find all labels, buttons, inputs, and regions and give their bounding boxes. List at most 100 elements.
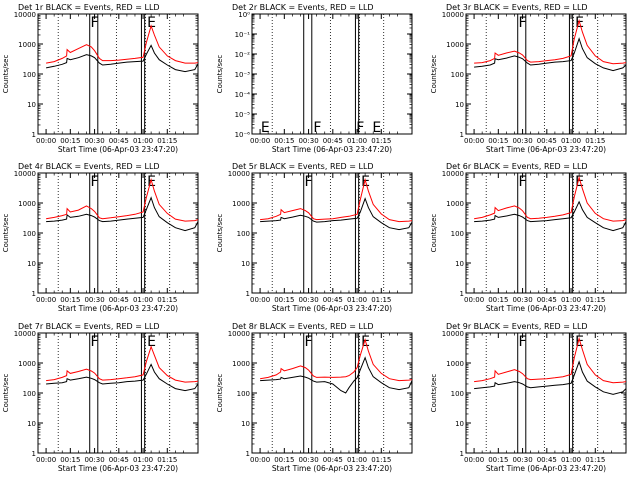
y-axis-label: Counts/sec xyxy=(216,55,224,94)
y-tick-label: 10 xyxy=(455,260,464,268)
y-axis-label: Counts/sec xyxy=(2,214,10,253)
plot-frame xyxy=(465,13,627,135)
x-tick-label: 00:30 xyxy=(512,137,532,145)
y-tick-label: 1 xyxy=(32,131,36,139)
events-series-line xyxy=(46,44,199,73)
y-tick-label: 1000 xyxy=(446,41,464,49)
y-tick-label: 10 xyxy=(455,420,464,428)
y-tick-label: 10000 xyxy=(442,330,464,338)
x-tick-label: 00:15 xyxy=(274,456,294,464)
x-tick-label: 00:30 xyxy=(298,296,318,304)
interval-marker: F xyxy=(91,174,99,190)
panel-title: Det 9r BLACK = Events, RED = LLD xyxy=(446,322,588,331)
x-tick-label: 00:45 xyxy=(109,296,129,304)
x-tick-label: 00:15 xyxy=(274,296,294,304)
lld-series-line xyxy=(474,175,627,222)
x-tick-label: 00:30 xyxy=(298,137,318,145)
plot-frame xyxy=(37,172,199,294)
y-tick-label: 100 xyxy=(451,390,464,398)
y-tick-label: 10000 xyxy=(228,170,250,178)
interval-marker: F xyxy=(305,174,313,190)
events-series-line xyxy=(260,197,413,231)
x-tick-label: 00:45 xyxy=(323,456,343,464)
y-tick-label: 1 xyxy=(460,131,464,139)
y-tick-label: 10 xyxy=(455,101,464,109)
x-tick-label: 00:00 xyxy=(464,456,484,464)
panel-title: Det 6r BLACK = Events, RED = LLD xyxy=(446,162,588,171)
interval-marker: F xyxy=(356,120,364,136)
y-tick-label: 1 xyxy=(246,290,250,298)
y-tick-label: 10000 xyxy=(14,11,36,19)
x-tick-label: 01:00 xyxy=(133,456,153,464)
interval-marker: E xyxy=(147,15,156,31)
panel-title: Det 3r BLACK = Events, RED = LLD xyxy=(446,3,588,12)
y-tick-label: 100 xyxy=(237,230,250,238)
x-axis-label: Start Time (06-Apr-03 23:47:20) xyxy=(272,145,392,154)
y-tick-label: 10 xyxy=(27,260,36,268)
y-tick-label: 10⁻⁵ xyxy=(235,111,251,119)
x-axis-label: Start Time (06-Apr-03 23:47:20) xyxy=(58,145,178,154)
x-tick-label: 00:00 xyxy=(250,137,270,145)
y-tick-label: 100 xyxy=(23,230,36,238)
x-tick-label: 01:15 xyxy=(371,456,391,464)
lld-series-line xyxy=(474,336,627,384)
x-axis-label: Start Time (06-Apr-03 23:47:20) xyxy=(272,304,392,313)
x-tick-label: 00:15 xyxy=(60,296,80,304)
detector-panel: Det 6r BLACK = Events, RED = LLD 1 10 100 10… xyxy=(430,162,627,313)
y-tick-label: 10000 xyxy=(14,170,36,178)
y-tick-label: 10⁻⁴ xyxy=(235,91,251,99)
x-tick-label: 00:45 xyxy=(109,137,129,145)
events-series-line xyxy=(46,196,199,232)
plot-frame xyxy=(465,172,627,294)
y-tick-label: 10⁻² xyxy=(235,51,251,59)
x-tick-label: 00:00 xyxy=(36,456,56,464)
events-series-line xyxy=(474,360,627,395)
panel-title: Det 1r BLACK = Events, RED = LLD xyxy=(18,3,160,12)
detector-panel: Det 2r BLACK = Events, RED = LLD 10⁻⁶ 10⁻⁵… xyxy=(216,3,413,154)
y-tick-label: 10⁻³ xyxy=(235,71,251,79)
x-tick-label: 01:00 xyxy=(347,296,367,304)
lld-series-line xyxy=(46,345,199,383)
plot-frame xyxy=(37,332,199,454)
x-axis-label: Start Time (06-Apr-03 23:47:20) xyxy=(272,464,392,473)
y-tick-label: 10⁻⁶ xyxy=(235,131,251,139)
detector-panel: Det 4r BLACK = Events, RED = LLD 1 10 100 10… xyxy=(2,162,199,313)
x-tick-label: 00:45 xyxy=(537,137,557,145)
x-tick-label: 01:15 xyxy=(157,137,177,145)
x-axis-label: Start Time (06-Apr-03 23:47:20) xyxy=(58,304,178,313)
y-tick-label: 10000 xyxy=(442,11,464,19)
y-tick-label: 1000 xyxy=(18,360,36,368)
x-tick-label: 00:45 xyxy=(537,456,557,464)
x-tick-label: 01:00 xyxy=(561,296,581,304)
x-tick-label: 00:15 xyxy=(60,456,80,464)
interval-marker: F xyxy=(519,334,527,350)
y-tick-label: 100 xyxy=(23,71,36,79)
x-tick-label: 00:00 xyxy=(36,296,56,304)
y-tick-label: 1000 xyxy=(446,200,464,208)
y-tick-label: 1000 xyxy=(232,200,250,208)
x-tick-label: 00:30 xyxy=(298,456,318,464)
x-tick-label: 00:15 xyxy=(488,137,508,145)
y-tick-label: 1000 xyxy=(232,360,250,368)
y-tick-label: 10000 xyxy=(228,330,250,338)
lld-series-line xyxy=(46,24,199,64)
interval-marker: F xyxy=(91,334,99,350)
detector-panel: Det 7r BLACK = Events, RED = LLD 1 10 100 10… xyxy=(2,322,199,473)
x-tick-label: 01:15 xyxy=(371,296,391,304)
interval-marker: E xyxy=(261,120,270,136)
x-tick-label: 00:00 xyxy=(36,137,56,145)
x-tick-label: 00:15 xyxy=(60,137,80,145)
plot-frame xyxy=(251,332,413,454)
y-axis-label: Counts/sec xyxy=(2,374,10,413)
x-tick-label: 01:00 xyxy=(347,456,367,464)
plot-frame xyxy=(251,13,413,135)
y-tick-label: 100 xyxy=(451,230,464,238)
panel-title: Det 7r BLACK = Events, RED = LLD xyxy=(18,322,160,331)
panel-title: Det 2r BLACK = Events, RED = LLD xyxy=(232,3,374,12)
interval-marker: F xyxy=(519,174,527,190)
detector-panel: Det 1r BLACK = Events, RED = LLD 1 10 100 10… xyxy=(2,3,199,154)
x-tick-label: 01:15 xyxy=(585,296,605,304)
x-axis-label: Start Time (06-Apr-03 23:47:20) xyxy=(486,304,606,313)
plot-frame xyxy=(251,172,413,294)
